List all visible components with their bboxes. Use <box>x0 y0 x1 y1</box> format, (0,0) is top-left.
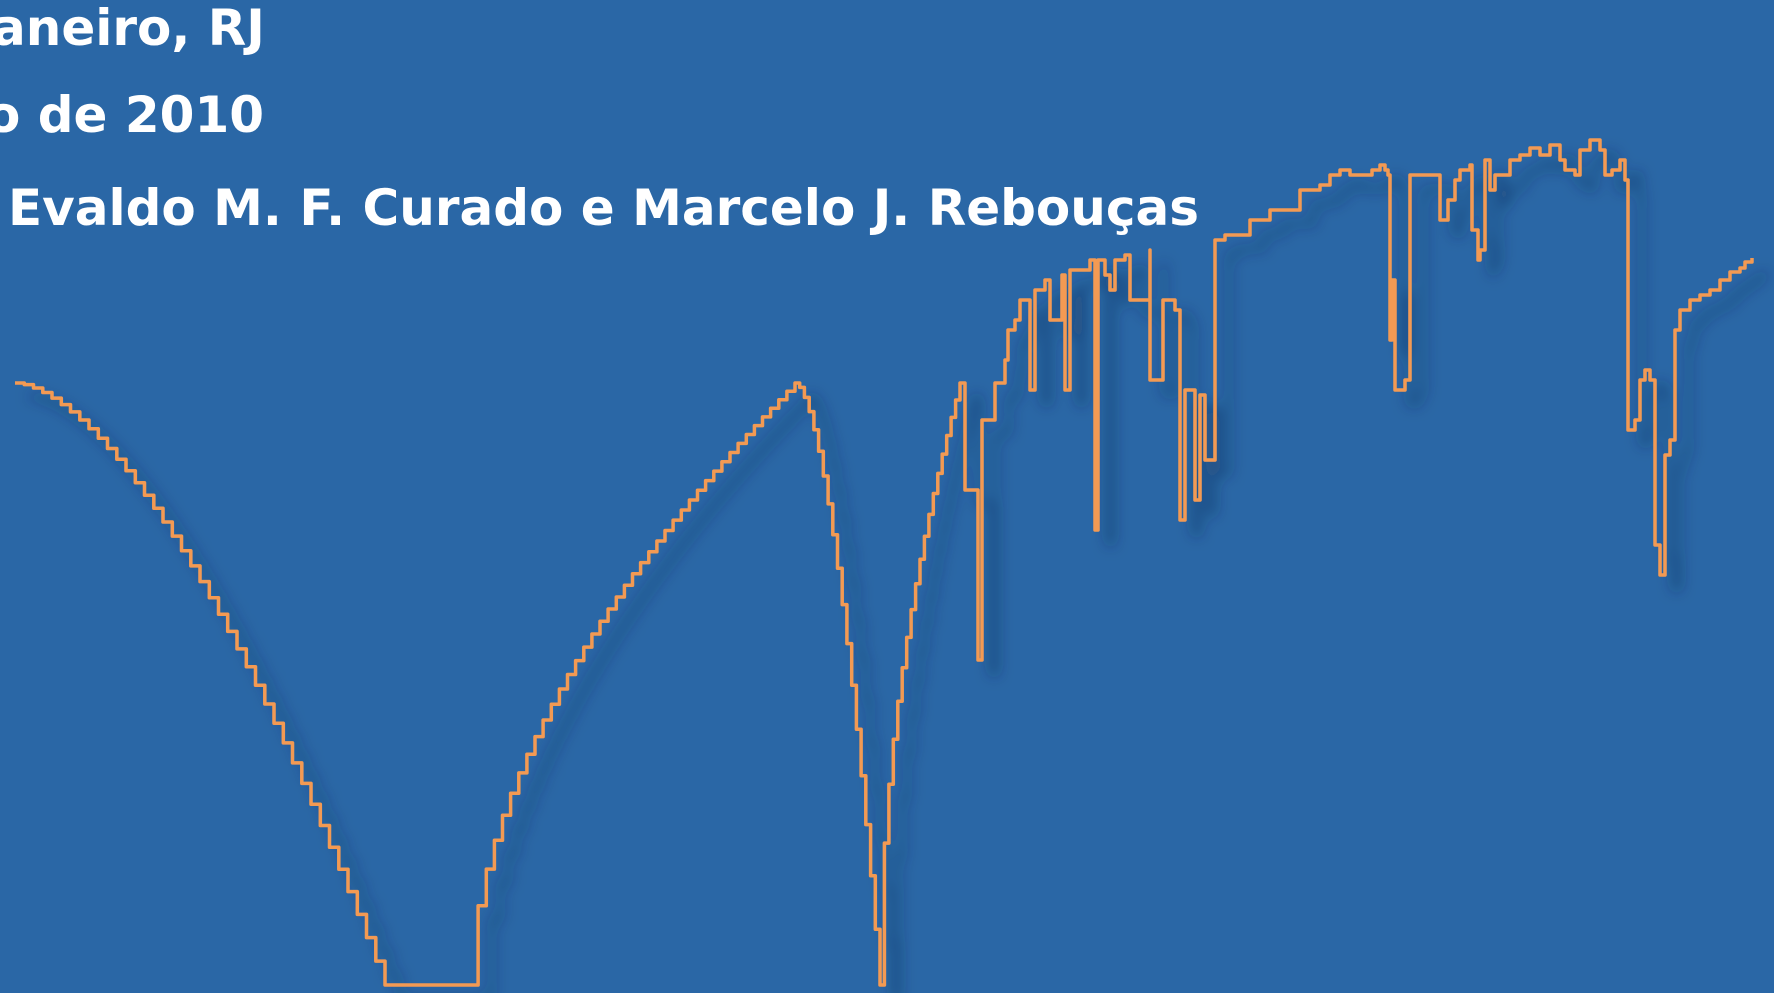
orange-step-curve <box>15 138 1754 987</box>
header-authors-text: Evaldo M. F. Curado e Marcelo J. Rebouça… <box>8 179 1199 237</box>
header-location-text: aneiro, RJ <box>0 0 265 57</box>
header-date-text: o de 2010 <box>0 86 265 144</box>
